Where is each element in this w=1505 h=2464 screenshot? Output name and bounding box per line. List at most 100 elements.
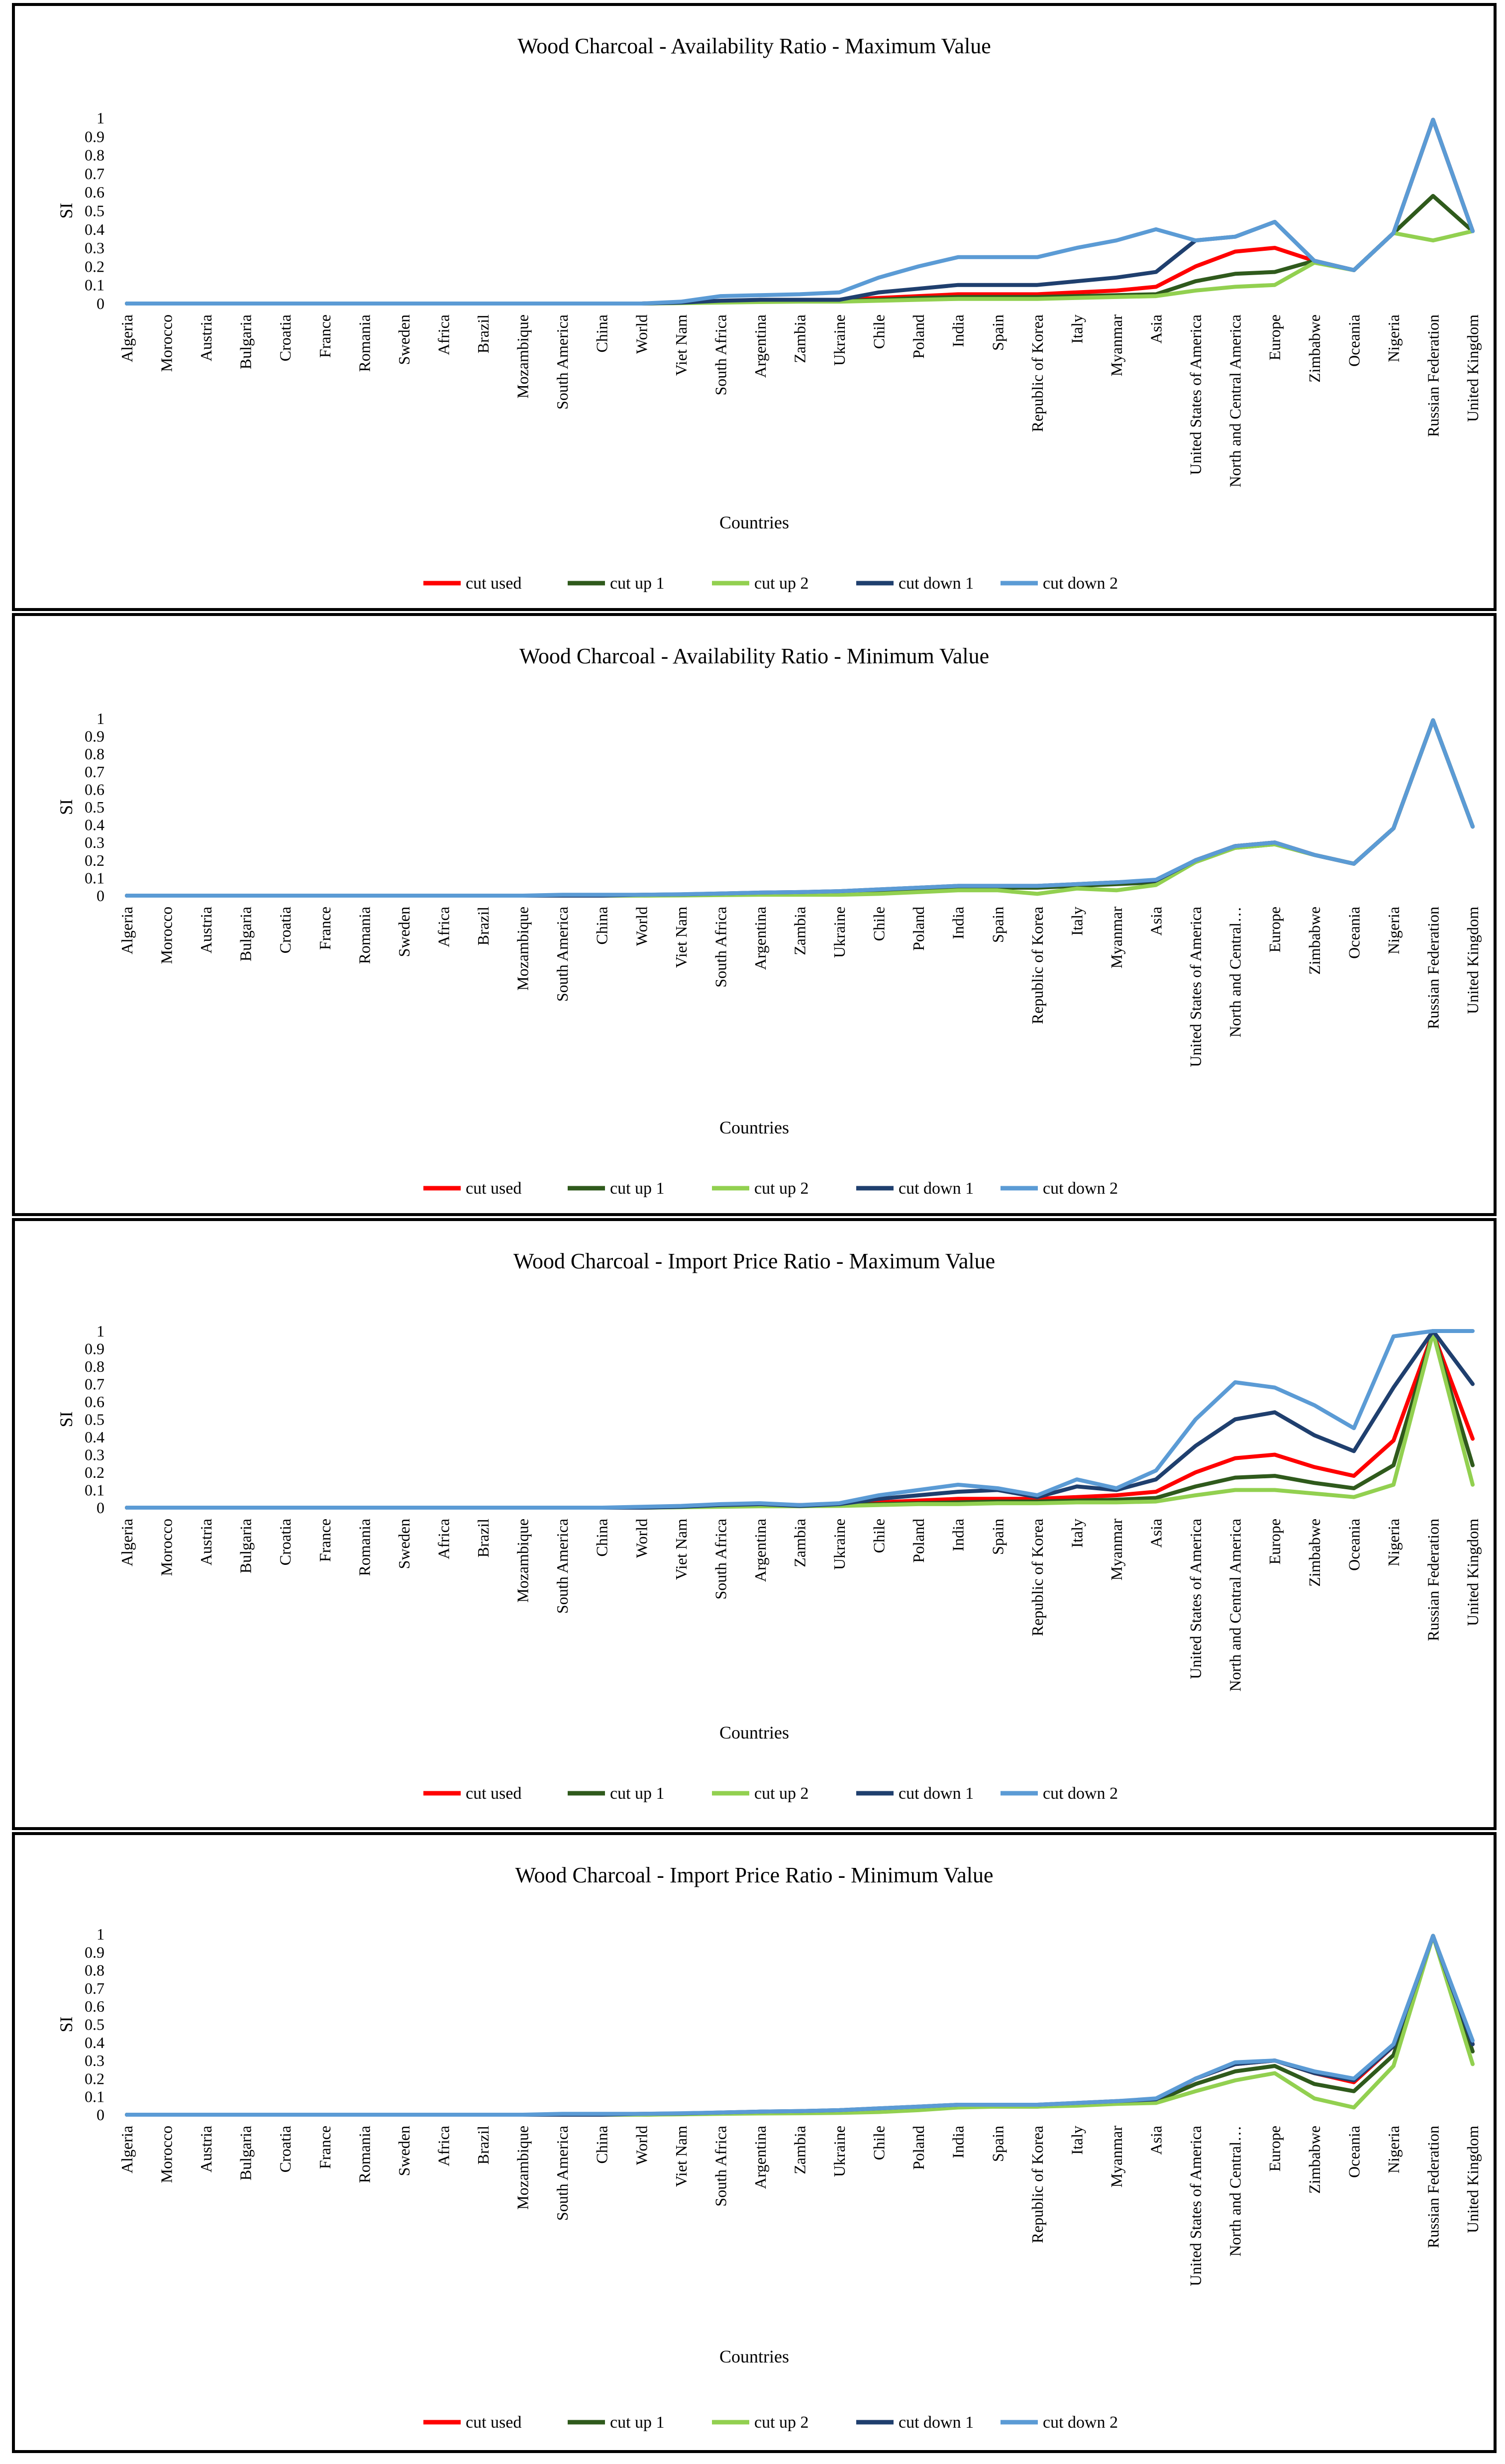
x-tick-label: Africa — [434, 2126, 452, 2166]
x-tick-label: Europe — [1266, 2126, 1284, 2171]
x-tick-label: World — [632, 907, 650, 946]
x-tick-label: Poland — [909, 314, 927, 359]
y-tick-label: 0.4 — [85, 816, 104, 834]
x-tick-label: World — [632, 1519, 650, 1558]
x-tick-label: United Kingdom — [1464, 2126, 1482, 2233]
x-tick-label: Oceania — [1345, 314, 1363, 367]
x-tick-label: United States of America — [1187, 907, 1204, 1067]
x-tick-label: South Africa — [711, 1519, 729, 1600]
x-tick-label: Nigeria — [1385, 1519, 1403, 1566]
legend-label: cut up 1 — [610, 1784, 665, 1803]
x-tick-label: Zimbabwe — [1305, 2126, 1323, 2194]
x-tick-label: Republic of Korea — [1028, 2126, 1046, 2243]
x-tick-label: Zimbabwe — [1305, 907, 1323, 975]
y-tick-label: 0.5 — [85, 798, 104, 816]
x-tick-label: Morocco — [158, 2126, 176, 2183]
legend-label: cut up 1 — [610, 574, 665, 593]
series-line-cut-up-2 — [125, 718, 1475, 898]
y-tick-label: 0.6 — [85, 1997, 104, 2015]
chart-title: Wood Charcoal - Import Price Ratio - Max… — [513, 1249, 995, 1273]
x-tick-label: United Kingdom — [1464, 1519, 1482, 1626]
legend-label: cut up 2 — [754, 1784, 809, 1803]
chart-svg: Wood Charcoal - Availability Ratio - Max… — [56, 34, 1482, 593]
x-tick-label: North and Central America — [1226, 314, 1244, 487]
x-tick-label: South America — [553, 907, 571, 1002]
x-tick-label: Asia — [1147, 907, 1165, 936]
series-line-cut-up-2 — [125, 1331, 1475, 1510]
x-axis-label: Countries — [719, 2347, 789, 2366]
y-tick-label: 1 — [97, 109, 104, 127]
y-tick-label: 0.2 — [85, 2069, 104, 2087]
y-tick-label: 0.7 — [85, 165, 104, 183]
y-axis-label: SI — [56, 2016, 76, 2032]
legend-label: cut up 1 — [610, 2413, 665, 2432]
y-tick-label: 0.2 — [85, 257, 104, 275]
legend-label: cut up 2 — [754, 574, 809, 593]
x-tick-label: Italy — [1068, 907, 1086, 936]
y-tick-label: 0.3 — [85, 239, 104, 257]
series-line-cut-down-2 — [125, 718, 1475, 898]
chart-svg: Wood Charcoal - Availability Ratio - Min… — [56, 644, 1482, 1198]
x-tick-label: Ukraine — [830, 1519, 848, 1570]
x-tick-label: Argentina — [751, 907, 769, 970]
x-tick-label: Brazil — [474, 1519, 492, 1557]
x-tick-label: United Kingdom — [1464, 907, 1482, 1014]
x-tick-label: Asia — [1147, 1519, 1165, 1548]
x-tick-label: France — [316, 907, 334, 950]
series-line-cut-up-1 — [125, 718, 1475, 898]
chart-panel-availability-min: Wood Charcoal - Availability Ratio - Min… — [12, 613, 1497, 1216]
x-tick-label: South Africa — [711, 907, 729, 988]
x-tick-label: Romania — [355, 2126, 373, 2183]
y-tick-label: 0.8 — [85, 1357, 104, 1375]
series-line-cut-used — [125, 1934, 1475, 2117]
x-tick-label: Zambia — [791, 1519, 809, 1567]
x-tick-label: Algeria — [118, 1519, 136, 1566]
x-tick-label: Brazil — [474, 314, 492, 353]
x-tick-label: China — [593, 907, 611, 944]
x-tick-label: United Kingdom — [1464, 314, 1482, 422]
x-tick-label: Bulgaria — [237, 907, 255, 961]
y-tick-label: 0 — [97, 887, 104, 905]
x-tick-label: Morocco — [158, 907, 176, 964]
y-tick-label: 0.6 — [85, 780, 104, 798]
x-axis-label: Countries — [719, 1723, 789, 1743]
x-tick-label: China — [593, 1519, 611, 1556]
x-tick-label: Oceania — [1345, 2126, 1363, 2178]
x-tick-label: Myanmar — [1107, 1519, 1125, 1581]
y-tick-label: 1 — [97, 1322, 104, 1340]
x-tick-label: Algeria — [118, 2126, 136, 2173]
x-tick-label: Myanmar — [1107, 907, 1125, 969]
x-tick-label: Spain — [989, 907, 1006, 943]
x-tick-label: Ukraine — [830, 314, 848, 366]
x-tick-label: Zimbabwe — [1305, 314, 1323, 383]
legend-label: cut down 1 — [899, 1784, 974, 1803]
x-tick-label: Spain — [989, 1519, 1006, 1555]
y-tick-label: 0.1 — [85, 276, 104, 294]
x-tick-label: Argentina — [751, 1519, 769, 1582]
y-tick-label: 0 — [97, 295, 104, 312]
x-tick-label: Brazil — [474, 2126, 492, 2164]
x-tick-label: Viet Nam — [672, 907, 690, 968]
x-tick-label: Sweden — [395, 314, 413, 365]
x-tick-label: Poland — [909, 907, 927, 951]
x-tick-label: Mozambique — [514, 907, 532, 991]
x-tick-label: North and Central… — [1226, 2126, 1244, 2257]
x-tick-label: France — [316, 1519, 334, 1562]
x-tick-label: Spain — [989, 314, 1006, 351]
x-tick-label: Nigeria — [1385, 907, 1403, 954]
y-tick-label: 0.4 — [85, 2034, 104, 2052]
x-tick-label: India — [949, 314, 967, 347]
x-tick-label: Croatia — [276, 1519, 294, 1565]
x-tick-label: Sweden — [395, 1519, 413, 1569]
x-tick-label: Asia — [1147, 314, 1165, 344]
x-tick-label: Romania — [355, 314, 373, 372]
chart-title: Wood Charcoal - Import Price Ratio - Min… — [515, 1863, 993, 1887]
y-tick-label: 0.9 — [85, 1340, 104, 1358]
y-tick-label: 0.2 — [85, 851, 104, 869]
x-tick-label: Asia — [1147, 2126, 1165, 2155]
series-line-cut-up-1 — [125, 1331, 1475, 1510]
x-tick-label: Republic of Korea — [1028, 907, 1046, 1024]
y-tick-label: 0.7 — [85, 1375, 104, 1393]
series-line-cut-used — [125, 1331, 1475, 1510]
x-tick-label: Romania — [355, 1519, 373, 1576]
